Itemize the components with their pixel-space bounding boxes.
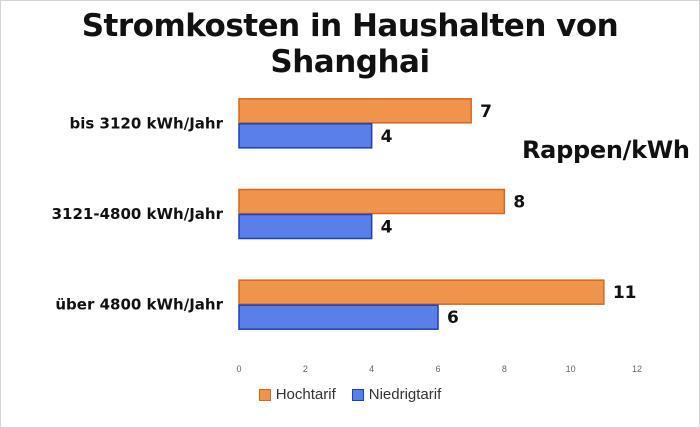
legend-label-hochtarif: Hochtarif [275, 386, 336, 403]
value-label-hochtarif-0: 7 [480, 102, 492, 122]
value-label-niedrigtarif-0: 4 [381, 127, 393, 147]
x-tick-label-3: 6 [435, 364, 440, 374]
unit-label: Rappen/kWh [522, 136, 690, 164]
bar-hochtarif-1 [238, 188, 506, 215]
category-label-1: 3121-4800 kWh/Jahr [52, 205, 224, 223]
bar-niedrigtarif-2 [238, 304, 439, 330]
legend-swatch-niedrigtarif [351, 388, 364, 401]
legend-label-niedrigtarif: Niedrigtarif [368, 386, 442, 403]
value-label-niedrigtarif-2: 6 [447, 308, 459, 328]
x-tick-label-5: 10 [566, 364, 576, 374]
x-tick-label-2: 4 [369, 364, 374, 374]
legend-item-niedrigtarif: Niedrigtarif [351, 386, 442, 403]
category-label-2: über 4800 kWh/Jahr [55, 296, 223, 314]
value-label-hochtarif-2: 11 [613, 283, 637, 303]
legend-item-hochtarif: Hochtarif [258, 386, 336, 403]
value-label-niedrigtarif-1: 4 [381, 218, 393, 238]
chart-title: Stromkosten in Haushalten von Shanghai [81, 8, 619, 80]
x-tick-label-4: 8 [502, 364, 507, 374]
legend-swatch-hochtarif [258, 388, 271, 401]
bar-niedrigtarif-0 [238, 123, 373, 149]
value-label-hochtarif-1: 8 [513, 193, 525, 213]
x-tick-label-0: 0 [236, 364, 241, 374]
bar-hochtarif-0 [238, 98, 472, 124]
x-tick-label-1: 2 [303, 364, 308, 374]
bar-niedrigtarif-1 [238, 213, 373, 240]
x-tick-label-6: 12 [632, 364, 642, 374]
category-label-0: bis 3120 kWh/Jahr [70, 114, 224, 132]
legend: Hochtarif Niedrigtarif [0, 386, 700, 403]
bar-hochtarif-2 [238, 279, 605, 305]
